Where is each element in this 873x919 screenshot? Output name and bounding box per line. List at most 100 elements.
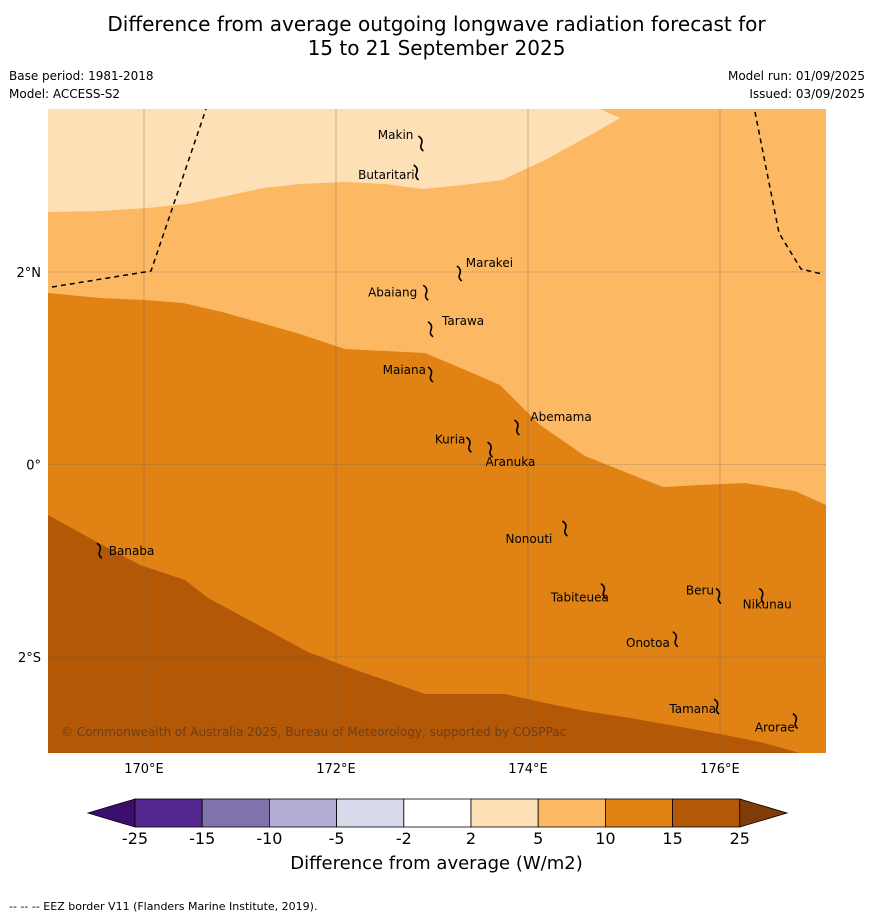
islands-layer: Makin Butaritari Marakei Abaiang Tarawa Maian… xyxy=(96,128,799,735)
island-outline xyxy=(96,542,103,559)
island-outline xyxy=(672,631,679,648)
colorbar-segment xyxy=(201,798,270,828)
anomaly-field xyxy=(48,109,826,753)
island-outline xyxy=(713,698,720,715)
colorbar-segment xyxy=(268,798,337,828)
eez-border xyxy=(51,108,823,288)
island-tamana: Tamana xyxy=(668,698,720,716)
island-kuria: Kuria xyxy=(435,432,472,453)
colorbar-tick-label: 5 xyxy=(533,829,543,848)
island-label: Abaiang xyxy=(368,285,417,299)
colorbar-tick-label: -10 xyxy=(256,829,282,848)
island-outline xyxy=(427,321,434,338)
island-label: Tamana xyxy=(668,702,716,716)
island-outline xyxy=(561,520,568,537)
island-label: Arorae xyxy=(755,721,795,735)
island-outline xyxy=(422,284,429,301)
colorbar-segment xyxy=(470,798,539,828)
island-outline xyxy=(456,265,463,282)
colorbar-tick-label: -2 xyxy=(396,829,412,848)
island-outline xyxy=(487,441,494,458)
band-2-to-5-north-cap xyxy=(48,109,300,174)
colorbar-label: Difference from average (W/m2) xyxy=(290,853,583,874)
colorbar-tick-label: 2 xyxy=(466,829,476,848)
island-label: Tabiteuea xyxy=(550,591,609,605)
island-tarawa: Tarawa xyxy=(427,314,484,338)
eez-border-east xyxy=(754,111,823,275)
island-label: Beru xyxy=(686,583,714,597)
island-outline xyxy=(413,164,420,181)
colorbar-segment xyxy=(134,798,203,828)
colorbar-tick-label: -5 xyxy=(329,829,345,848)
island-label: Makin xyxy=(378,128,414,142)
title-line-1: Difference from average outgoing longwav… xyxy=(107,12,766,36)
island-label: Kuria xyxy=(435,432,466,446)
title-line-2: 15 to 21 September 2025 xyxy=(307,36,566,60)
colorbar-segment xyxy=(605,798,674,828)
island-label: Butaritari xyxy=(358,168,415,182)
lon-tick-label: 174°E xyxy=(508,762,548,777)
graticule xyxy=(48,109,826,753)
island-label: Banaba xyxy=(109,544,155,558)
colorbar: -25 -15 -10 -5 -2 2 5 10 15 25 xyxy=(86,798,789,848)
island-marakei: Marakei xyxy=(456,256,513,282)
colorbar-extend-low xyxy=(86,798,136,828)
island-label: Marakei xyxy=(466,256,513,270)
island-tabiteuea: Tabiteuea xyxy=(550,582,609,605)
island-maiana: Maiana xyxy=(383,363,434,383)
colorbar-segment xyxy=(537,798,606,828)
eez-border-west xyxy=(51,108,207,288)
colorbar-tick-label: 15 xyxy=(662,829,682,848)
colorbar-tick-label: -15 xyxy=(189,829,215,848)
band-15-to-25 xyxy=(48,515,800,753)
island-banaba: Banaba xyxy=(96,542,155,559)
island-nonouti: Nonouti xyxy=(505,520,568,546)
island-aranuka: Aranuka xyxy=(486,441,536,469)
island-outline xyxy=(792,712,799,730)
island-label: Nikunau xyxy=(743,597,792,611)
island-outline xyxy=(465,436,472,453)
island-label: Abemama xyxy=(530,410,591,424)
island-label: Tarawa xyxy=(441,314,484,328)
island-arorae: Arorae xyxy=(755,712,799,735)
island-abaiang: Abaiang xyxy=(368,284,429,301)
band-2-to-5 xyxy=(48,109,826,212)
chart-title: Difference from average outgoing longwav… xyxy=(0,12,873,60)
lon-tick-label: 170°E xyxy=(124,762,164,777)
colorbar-extend-high xyxy=(739,798,789,828)
island-makin: Makin xyxy=(378,128,424,152)
island-abemama: Abemama xyxy=(513,410,592,436)
lat-tick-label: 2°N xyxy=(17,266,42,281)
island-outline xyxy=(427,366,434,383)
island-beru: Beru xyxy=(686,583,722,605)
model-run: Model run: 01/09/2025 xyxy=(727,69,865,83)
lat-tick-label: 2°S xyxy=(18,651,41,666)
colorbar-segment xyxy=(403,798,472,828)
island-label: Onotoa xyxy=(626,636,670,650)
colorbar-tick-label: 10 xyxy=(595,829,615,848)
island-nikunau: Nikunau xyxy=(743,587,792,611)
island-label: Aranuka xyxy=(486,455,536,469)
island-label: Maiana xyxy=(383,363,426,377)
lon-tick-label: 172°E xyxy=(316,762,356,777)
model-name: Model: ACCESS-S2 xyxy=(9,87,121,101)
lon-tick-label: 176°E xyxy=(700,762,740,777)
island-outline xyxy=(600,582,607,600)
lat-tick-label: 0° xyxy=(26,459,41,474)
axis-tick-labels: 170°E 172°E 174°E 176°E 2°N 0° 2°S xyxy=(17,266,740,777)
colorbar-tick-label: -25 xyxy=(122,829,148,848)
copyright-notice: © Commonwealth of Australia 2025, Bureau… xyxy=(61,725,566,739)
island-outline xyxy=(417,135,424,152)
meta-left: Base period: 1981-2018 Model: ACCESS-S2 xyxy=(9,69,154,105)
island-label: Nonouti xyxy=(505,532,552,546)
island-onotoa: Onotoa xyxy=(626,631,679,650)
footer-note: -- -- -- EEZ border V11 (Flanders Marine… xyxy=(9,900,318,913)
island-outline xyxy=(715,587,722,605)
meta-right: Model run: 01/09/2025 Issued: 03/09/2025 xyxy=(728,69,865,105)
colorbar-segment xyxy=(672,798,741,828)
island-outline xyxy=(758,587,765,605)
issued-date: Issued: 03/09/2025 xyxy=(749,87,865,101)
colorbar-tick-label: 25 xyxy=(730,829,750,848)
island-butaritari: Butaritari xyxy=(358,164,420,182)
